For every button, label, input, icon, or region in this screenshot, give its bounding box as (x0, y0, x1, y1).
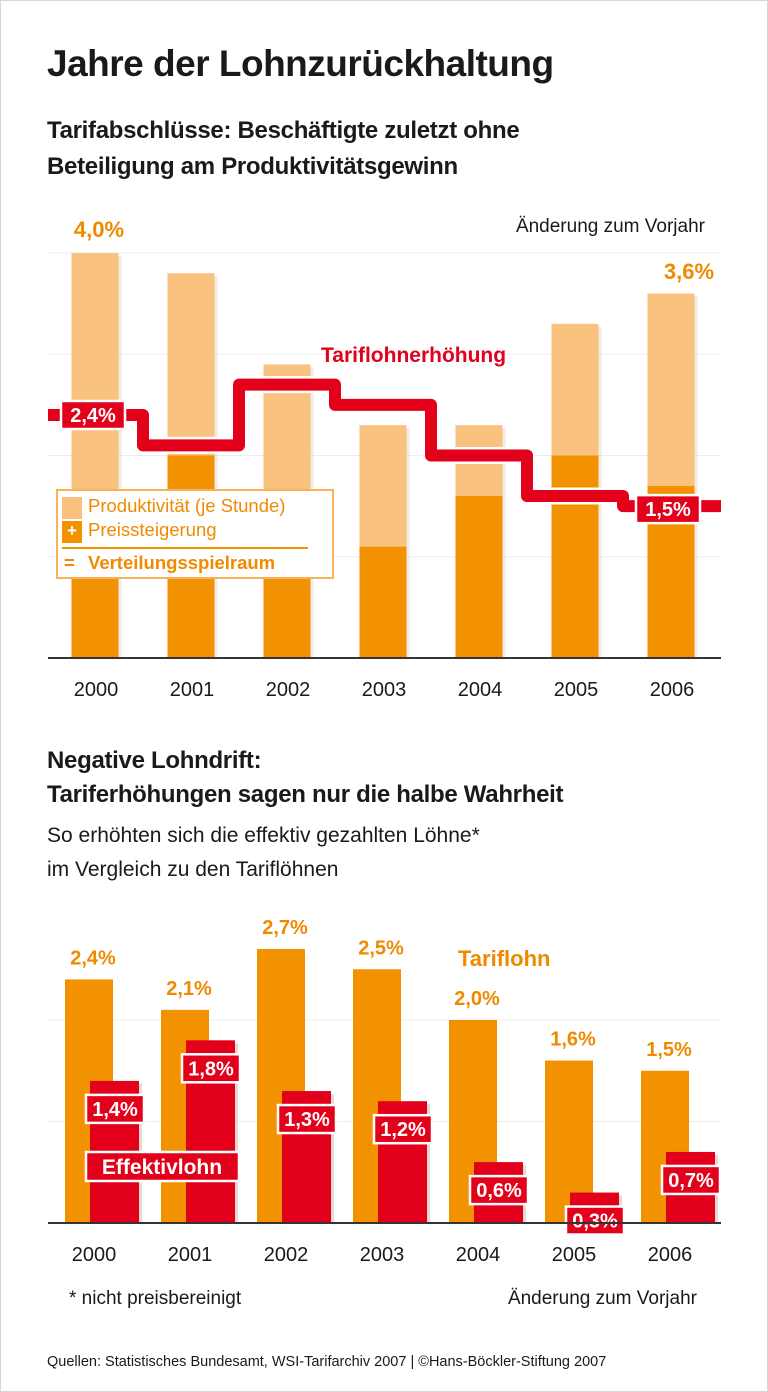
bar-prices-2003 (359, 546, 407, 658)
x-tick-label: 2000 (72, 1244, 117, 1266)
sources: Quellen: Statistisches Bundesamt, WSI-Ta… (47, 1354, 607, 1370)
x-tick-label: 2003 (360, 1244, 405, 1266)
bar-prices-2005 (551, 455, 599, 658)
legend-item-prices: Preissteigerung (88, 519, 217, 540)
tariff-line-label: Tariflohnerhöhung (321, 344, 506, 367)
effektivlohn-label-2006-box (660, 1164, 722, 1196)
tariflohn-label-2003: 2,5% (358, 937, 404, 959)
tariff-label-2006: 1,5% (645, 499, 691, 521)
tariflohn-label-2000: 2,4% (70, 947, 116, 969)
effektivlohn-label-2000: 1,4% (92, 1099, 138, 1121)
x-tick-label: 2001 (168, 1244, 213, 1266)
effektivlohn-label-2002-box (276, 1103, 338, 1135)
tariflohn-label-2005: 1,6% (550, 1029, 596, 1051)
x-tick-label: 2006 (648, 1244, 693, 1266)
tariflohn-legend-label: Tariflohn (458, 946, 550, 971)
x-tick-label: 2006 (650, 679, 695, 701)
effektivlohn-label-2003-box (372, 1113, 434, 1145)
bar-prices-2004 (455, 496, 503, 658)
x-tick-label: 2002 (264, 1244, 309, 1266)
bar-productivity-2005 (551, 323, 599, 456)
legend-item-productivity: Produktivität (je Stunde) (88, 495, 286, 516)
legend-equals: = (64, 552, 75, 573)
bar-productivity-2003 (359, 425, 407, 547)
bar-productivity-2001 (167, 273, 215, 456)
bar-productivity-2000 (71, 253, 119, 517)
effektivlohn-label-2004: 0,6% (476, 1180, 522, 1202)
effektivlohn-label-2000-box (84, 1093, 146, 1125)
tariff-label-2006-box (634, 493, 702, 525)
effektivlohn-label-2004-box (468, 1174, 530, 1206)
chart2-unit-note: Änderung zum Vorjahr (507, 1288, 697, 1309)
effektivlohn-label-2005-box (564, 1205, 626, 1236)
effektivlohn-label-2005: 0,3% (572, 1211, 618, 1233)
chart2-subtitle-line2: Tariferhöhungen sagen nur die halbe Wahr… (47, 781, 564, 808)
total-label-2000: 4,0% (74, 217, 124, 242)
tariflohn-label-2006: 1,5% (646, 1039, 692, 1061)
x-tick-label: 2000 (74, 679, 119, 701)
x-tick-label: 2004 (456, 1244, 501, 1266)
effektivlohn-legend-label: Effektivlohn (102, 1156, 222, 1179)
tariflohn-label-2001: 2,1% (166, 978, 212, 1000)
tariflohn-label-2004: 2,0% (454, 988, 500, 1010)
tariff-label-2000-box (59, 399, 127, 431)
x-tick-label: 2005 (552, 1244, 597, 1266)
legend-swatch-prices: + (62, 521, 82, 543)
x-tick-label: 2001 (170, 679, 215, 701)
effektivlohn-legend-box (84, 1150, 241, 1183)
chart1-unit-note: Änderung zum Vorjahr (515, 216, 705, 237)
x-tick-label: 2005 (554, 679, 599, 701)
chart1-subtitle-line2: Beteiligung am Produktivitätsgewinn (47, 153, 458, 180)
chart2-text-line2: im Vergleich zu den Tariflöhnen (47, 858, 339, 881)
legend-item-total: Verteilungsspielraum (88, 552, 276, 573)
x-tick-label: 2003 (362, 679, 407, 701)
chart1-legend: + Produktivität (je Stunde) Preissteiger… (56, 489, 334, 579)
bar-productivity-2006 (647, 293, 695, 486)
effektivlohn-label-2001: 1,8% (188, 1058, 234, 1080)
chart1-subtitle-line1: Tarifabschlüsse: Beschäftigte zuletzt oh… (47, 117, 520, 144)
tariflohn-label-2002: 2,7% (262, 917, 308, 939)
effektivlohn-label-2003: 1,2% (380, 1119, 426, 1141)
effektivlohn-label-2002: 1,3% (284, 1109, 330, 1131)
chart2-subtitle-line1: Negative Lohndrift: (47, 747, 262, 774)
chart2-text-line1: So erhöhten sich die effektiv gezahlten … (47, 824, 480, 847)
tariff-label-2000: 2,4% (70, 405, 116, 427)
x-tick-label: 2004 (458, 679, 503, 701)
x-tick-label: 2002 (266, 679, 311, 701)
legend-divider (62, 547, 308, 549)
total-label-2006: 3,6% (664, 259, 714, 284)
effektivlohn-label-2001-box (180, 1053, 242, 1084)
page-title: Jahre der Lohnzurückhaltung (47, 43, 554, 84)
legend-swatch-productivity (62, 497, 82, 519)
chart2-footnote: * nicht preisbereinigt (69, 1288, 242, 1309)
effektivlohn-label-2006: 0,7% (668, 1170, 714, 1192)
tariff-line (48, 378, 721, 513)
